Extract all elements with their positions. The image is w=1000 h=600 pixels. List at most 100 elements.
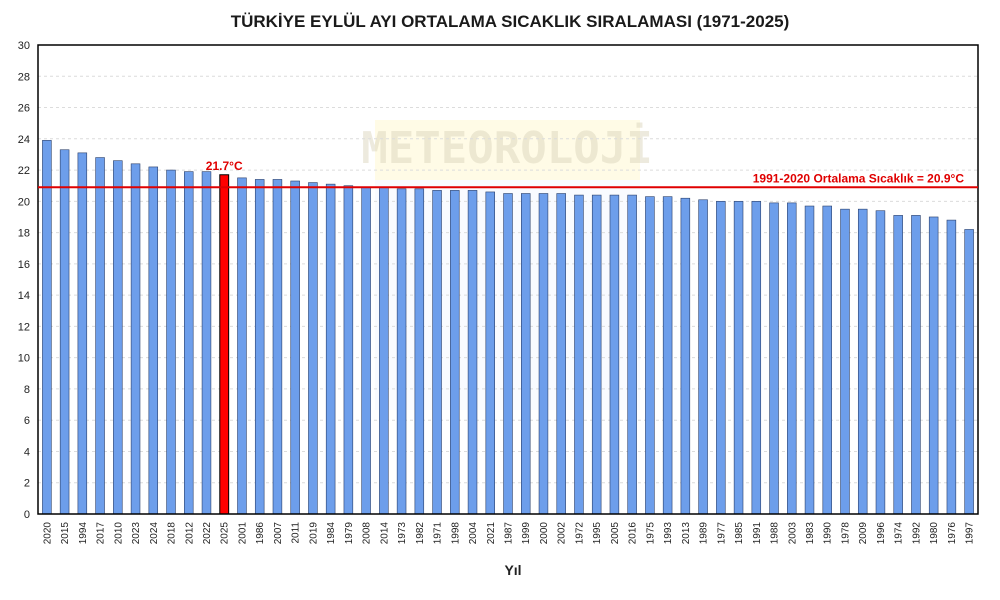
y-tick-label: 12 [18, 321, 30, 333]
y-tick-label: 26 [18, 103, 30, 115]
bar-1990 [822, 205, 832, 515]
x-tick-label: 1971 [433, 522, 444, 545]
x-tick-label: 2020 [42, 522, 53, 545]
x-tick-label: 2008 [362, 522, 373, 545]
x-tick-label: 1978 [840, 522, 851, 545]
x-tick-label: 2023 [131, 522, 142, 545]
bar-2008 [361, 186, 371, 515]
x-tick-label: 2014 [379, 522, 390, 545]
bar-2022 [201, 171, 212, 515]
x-tick-label: 2010 [113, 522, 124, 545]
y-tick-label: 8 [24, 384, 30, 396]
bar-2001 [237, 177, 247, 515]
x-tick-label: 1991 [752, 522, 763, 545]
x-tick-label: 2024 [149, 522, 160, 545]
x-tick-label: 1997 [965, 522, 976, 545]
x-tick-label: 1976 [947, 522, 958, 545]
y-tick-label: 24 [18, 134, 30, 146]
x-tick-label: 2018 [167, 522, 178, 545]
x-tick-label: 1994 [78, 522, 89, 545]
y-tick-label: 16 [18, 259, 30, 271]
y-tick-label: 18 [18, 228, 30, 240]
x-tick-label: 1986 [255, 522, 266, 545]
bar-1977 [716, 201, 726, 515]
x-tick-label: 2019 [308, 522, 319, 545]
y-tick-label: 22 [18, 165, 30, 177]
bar-1998 [450, 190, 460, 515]
x-tick-label: 1980 [929, 522, 940, 545]
y-tick-label: 4 [24, 446, 30, 458]
bar-1986 [254, 179, 265, 515]
bar-1972 [574, 194, 584, 515]
x-tick-label: 1988 [770, 522, 781, 545]
x-tick-label: 1984 [326, 522, 337, 545]
x-tick-label: 1985 [734, 522, 745, 545]
y-tick-label: 14 [18, 290, 30, 302]
x-tick-label: 2021 [486, 522, 497, 545]
x-tick-label: 1989 [699, 522, 710, 545]
bar-1976 [946, 219, 957, 515]
x-tick-label: 2002 [557, 522, 568, 545]
bar-1971 [432, 190, 442, 515]
x-tick-label: 1999 [521, 522, 532, 545]
x-tick-label: 1973 [397, 522, 408, 545]
highlight-data-label: 21.7°C [206, 159, 243, 173]
x-tick-label: 1982 [415, 522, 426, 545]
x-tick-label: 1979 [344, 522, 355, 545]
x-tick-label: 2007 [273, 522, 284, 545]
bar-2020 [42, 140, 52, 515]
x-tick-label: 2012 [184, 522, 195, 545]
x-tick-label: 1974 [894, 522, 905, 545]
y-tick-label: 2 [24, 478, 30, 490]
bar-2021 [485, 191, 495, 515]
bar-1982 [414, 188, 425, 515]
bar-highlight-2025 [219, 174, 230, 515]
bar-1991 [751, 201, 762, 515]
bar-1996 [875, 210, 886, 515]
bar-1980 [928, 216, 939, 515]
watermark-text: METEOROLOJİ [361, 121, 652, 174]
bar-1999 [521, 193, 531, 515]
bar-1989 [698, 199, 708, 515]
bar-2000 [538, 193, 549, 515]
x-tick-label: 2001 [237, 522, 248, 545]
y-tick-label: 28 [18, 71, 30, 83]
x-tick-label: 2016 [628, 522, 639, 545]
x-tick-label: 1995 [592, 522, 603, 545]
x-tick-label: 2000 [539, 522, 550, 545]
bar-1992 [911, 215, 921, 515]
bar-2007 [272, 179, 283, 515]
bar-2018 [166, 169, 176, 515]
x-tick-label: 2015 [60, 522, 71, 545]
bar-1997 [964, 229, 974, 515]
bar-2002 [556, 193, 566, 515]
bar-1973 [396, 188, 407, 515]
bar-1975 [645, 196, 655, 515]
x-tick-label: 2013 [681, 522, 692, 545]
y-tick-label: 0 [24, 509, 30, 521]
bar-2010 [113, 160, 123, 515]
x-tick-label: 1987 [504, 522, 515, 545]
x-tick-label: 2004 [468, 522, 479, 545]
x-tick-label: 2022 [202, 522, 213, 545]
bar-2012 [184, 171, 194, 515]
y-tick-label: 20 [18, 196, 30, 208]
chart-title: TÜRKİYE EYLÜL AYI ORTALAMA SICAKLIK SIRA… [230, 12, 790, 31]
bars [42, 140, 974, 515]
bar-1994 [77, 152, 88, 515]
x-tick-label: 1990 [823, 522, 834, 545]
bar-2003 [787, 202, 797, 515]
x-tick-label: 2005 [610, 522, 621, 545]
reference-line-label: 1991-2020 Ortalama Sıcaklık = 20.9°C [753, 171, 965, 185]
bar-2004 [467, 190, 478, 515]
bar-1995 [591, 194, 602, 515]
y-tick-label: 6 [24, 415, 30, 427]
x-tick-label: 1993 [663, 522, 674, 545]
plot-frame [37, 44, 979, 515]
bar-1987 [503, 193, 513, 515]
bar-2017 [95, 157, 105, 515]
y-tick-label: 10 [18, 353, 30, 365]
x-tick-label: 2003 [787, 522, 798, 545]
bar-2023 [130, 163, 141, 515]
